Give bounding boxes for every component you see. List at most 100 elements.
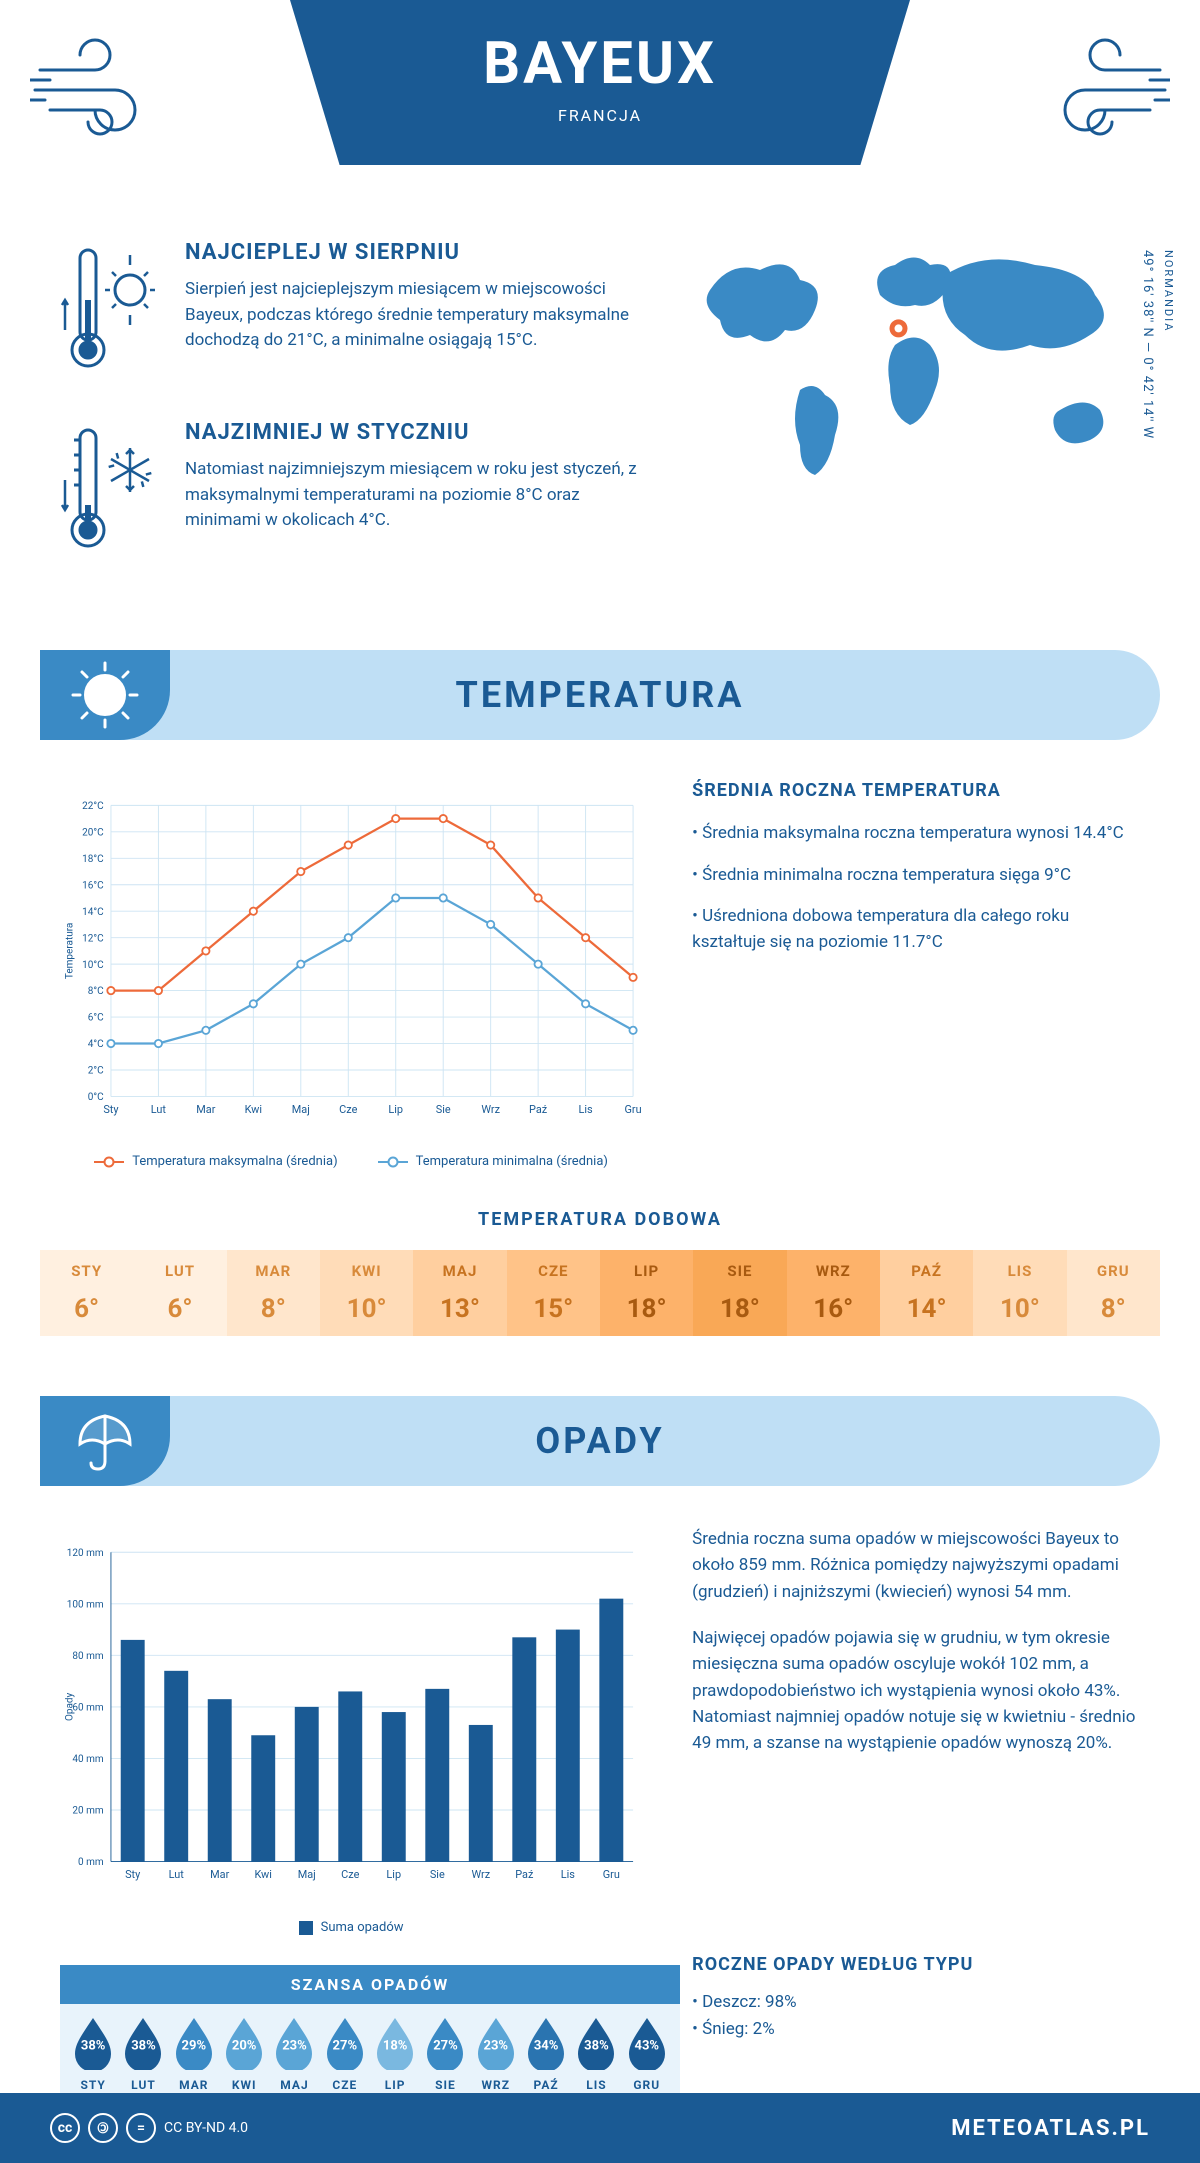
intro-left: NAJCIEPLEJ W SIERPNIU Sierpień jest najc… <box>60 240 640 600</box>
daily-month: WRZ <box>787 1262 880 1280</box>
intro-section: NAJCIEPLEJ W SIERPNIU Sierpień jest najc… <box>0 200 1200 650</box>
drop-month: MAJ <box>269 2078 319 2092</box>
svg-text:Lut: Lut <box>169 1868 185 1881</box>
drop-pct: 43% <box>635 2038 660 2053</box>
precip-info: Średnia roczna suma opadów w miejscowośc… <box>692 1526 1140 1935</box>
svg-text:20°C: 20°C <box>82 827 104 838</box>
daily-month: PAŹ <box>880 1262 973 1280</box>
type-l1: • Deszcz: 98% <box>692 1989 1140 2016</box>
svg-text:2°C: 2°C <box>88 1066 104 1077</box>
daily-value: 16° <box>787 1294 880 1324</box>
drop-pct: 38% <box>584 2038 609 2053</box>
nd-icon: = <box>126 2113 156 2143</box>
svg-text:Wrz: Wrz <box>481 1103 500 1116</box>
daily-value: 10° <box>973 1294 1066 1324</box>
city-name: BAYEUX <box>310 30 890 98</box>
svg-text:Lis: Lis <box>579 1103 594 1116</box>
license-block: cc 🄯 = CC BY-ND 4.0 <box>50 2113 248 2143</box>
svg-text:8°C: 8°C <box>88 986 104 997</box>
precip-row: 0 mm20 mm40 mm60 mm80 mm100 mm120 mmStyL… <box>0 1526 1200 1965</box>
daily-title: TEMPERATURA DOBOWA <box>0 1209 1200 1230</box>
cc-icon: cc <box>50 2113 80 2143</box>
precip-section-header: OPADY <box>40 1396 1160 1486</box>
drop-pct: 27% <box>433 2038 458 2053</box>
precip-chart: 0 mm20 mm40 mm60 mm80 mm100 mm120 mmStyL… <box>60 1526 642 1935</box>
wind-icon-left <box>30 30 170 150</box>
temp-info: ŚREDNIA ROCZNA TEMPERATURA • Średnia mak… <box>692 780 1140 1169</box>
svg-text:Gru: Gru <box>603 1868 620 1881</box>
svg-text:16°C: 16°C <box>82 880 104 891</box>
svg-text:100 mm: 100 mm <box>67 1599 104 1610</box>
svg-text:Sty: Sty <box>125 1868 141 1881</box>
svg-text:10°C: 10°C <box>82 960 104 971</box>
daily-cell: MAR8° <box>227 1250 320 1336</box>
svg-text:18°C: 18°C <box>82 854 104 865</box>
svg-text:Maj: Maj <box>298 1868 316 1881</box>
temp-chart: 0°C2°C4°C6°C8°C10°C12°C14°C16°C18°C20°C2… <box>60 780 642 1169</box>
svg-text:0°C: 0°C <box>88 1092 104 1103</box>
hot-desc: Sierpień jest najcieplejszym miesiącem w… <box>185 277 640 354</box>
daily-value: 18° <box>693 1294 786 1324</box>
svg-text:40 mm: 40 mm <box>72 1754 103 1765</box>
by-icon: 🄯 <box>88 2113 118 2143</box>
drop-month: GRU <box>622 2078 672 2092</box>
drop-cell: 29% MAR <box>169 2016 219 2092</box>
drop-pct: 38% <box>131 2038 156 2053</box>
svg-text:Paź: Paź <box>529 1103 548 1116</box>
drop-cell: 23% WRZ <box>471 2016 521 2092</box>
drop-month: MAR <box>169 2078 219 2092</box>
umbrella-icon <box>40 1396 170 1486</box>
legend-bars: Suma opadów <box>299 1920 404 1935</box>
hot-text: NAJCIEPLEJ W SIERPNIU Sierpień jest najc… <box>185 240 640 380</box>
drop-month: STY <box>68 2078 118 2092</box>
precip-legend: Suma opadów <box>60 1920 642 1935</box>
cold-desc: Natomiast najzimniejszym miesiącem w rok… <box>185 457 640 534</box>
drop-icon: 34% <box>525 2016 567 2070</box>
daily-month: SIE <box>693 1262 786 1280</box>
svg-text:14°C: 14°C <box>82 907 104 918</box>
daily-value: 10° <box>320 1294 413 1324</box>
svg-text:Mar: Mar <box>210 1868 229 1881</box>
map-marker-icon <box>888 317 910 339</box>
temp-section-header: TEMPERATURA <box>40 650 1160 740</box>
coords-text: 49° 16' 38'' N — 0° 42' 14'' W <box>1140 250 1155 439</box>
daily-cell: MAJ13° <box>413 1250 506 1336</box>
drop-icon: 23% <box>273 2016 315 2070</box>
drop-pct: 23% <box>282 2038 307 2053</box>
daily-month: GRU <box>1067 1262 1160 1280</box>
temp-info-b3: • Uśredniona dobowa temperatura dla całe… <box>692 904 1140 955</box>
legend-min: Temperatura minimalna (średnia) <box>378 1154 608 1169</box>
thermo-cold-icon <box>60 420 160 560</box>
drop-month: WRZ <box>471 2078 521 2092</box>
drop-icon: 38% <box>72 2016 114 2070</box>
header: BAYEUX FRANCJA <box>0 0 1200 200</box>
daily-cell: WRZ 16° <box>787 1250 880 1336</box>
svg-text:Cze: Cze <box>339 1103 357 1116</box>
drop-pct: 23% <box>484 2038 509 2053</box>
daily-cell: CZE15° <box>507 1250 600 1336</box>
drop-cell: 20% KWI <box>219 2016 269 2092</box>
drop-pct: 34% <box>534 2038 559 2053</box>
drop-cell: 34% PAŹ <box>521 2016 571 2092</box>
daily-month: LUT <box>133 1262 226 1280</box>
legend-max-label: Temperatura maksymalna (średnia) <box>132 1154 337 1169</box>
temp-info-b1: • Średnia maksymalna roczna temperatura … <box>692 821 1140 847</box>
drop-cell: 18% LIP <box>370 2016 420 2092</box>
drop-icon: 38% <box>575 2016 617 2070</box>
drop-cell: 38% STY <box>68 2016 118 2092</box>
legend-min-label: Temperatura minimalna (średnia) <box>416 1154 608 1169</box>
sun-icon <box>40 650 170 740</box>
drop-cell: 27% CZE <box>320 2016 370 2092</box>
daily-month: LIP <box>600 1262 693 1280</box>
drop-month: SIE <box>420 2078 470 2092</box>
daily-temp-row: STY6°LUT6°MAR8°KWI10°MAJ13°CZE15°LIP18°S… <box>40 1250 1160 1336</box>
daily-month: KWI <box>320 1262 413 1280</box>
drop-icon: 18% <box>374 2016 416 2070</box>
svg-text:Lis: Lis <box>561 1868 576 1881</box>
daily-value: 13° <box>413 1294 506 1324</box>
precip-p2: Najwięcej opadów pojawia się w grudniu, … <box>692 1625 1140 1757</box>
drop-pct: 38% <box>81 2038 106 2053</box>
svg-text:12°C: 12°C <box>82 933 104 944</box>
svg-text:Cze: Cze <box>341 1868 359 1881</box>
daily-cell: SIE 18° <box>693 1250 786 1336</box>
